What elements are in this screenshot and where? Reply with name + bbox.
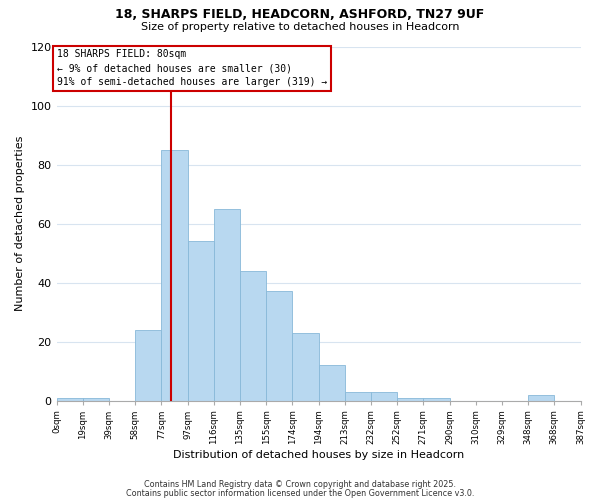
Bar xyxy=(135,330,161,400)
Bar xyxy=(240,270,266,400)
Text: Contains public sector information licensed under the Open Government Licence v3: Contains public sector information licen… xyxy=(126,488,474,498)
Bar xyxy=(292,332,319,400)
Bar xyxy=(266,292,292,401)
Bar xyxy=(528,394,554,400)
Bar xyxy=(397,398,424,400)
Y-axis label: Number of detached properties: Number of detached properties xyxy=(15,136,25,311)
Bar xyxy=(83,398,109,400)
Text: Contains HM Land Registry data © Crown copyright and database right 2025.: Contains HM Land Registry data © Crown c… xyxy=(144,480,456,489)
Bar xyxy=(188,241,214,400)
Bar xyxy=(371,392,397,400)
Bar xyxy=(345,392,371,400)
Bar xyxy=(424,398,449,400)
Text: 18, SHARPS FIELD, HEADCORN, ASHFORD, TN27 9UF: 18, SHARPS FIELD, HEADCORN, ASHFORD, TN2… xyxy=(115,8,485,20)
Bar xyxy=(161,150,188,401)
Text: 18 SHARPS FIELD: 80sqm
← 9% of detached houses are smaller (30)
91% of semi-deta: 18 SHARPS FIELD: 80sqm ← 9% of detached … xyxy=(57,50,327,88)
Bar xyxy=(319,365,345,400)
Bar xyxy=(56,398,83,400)
X-axis label: Distribution of detached houses by size in Headcorn: Distribution of detached houses by size … xyxy=(173,450,464,460)
Bar xyxy=(214,209,240,400)
Text: Size of property relative to detached houses in Headcorn: Size of property relative to detached ho… xyxy=(141,22,459,32)
